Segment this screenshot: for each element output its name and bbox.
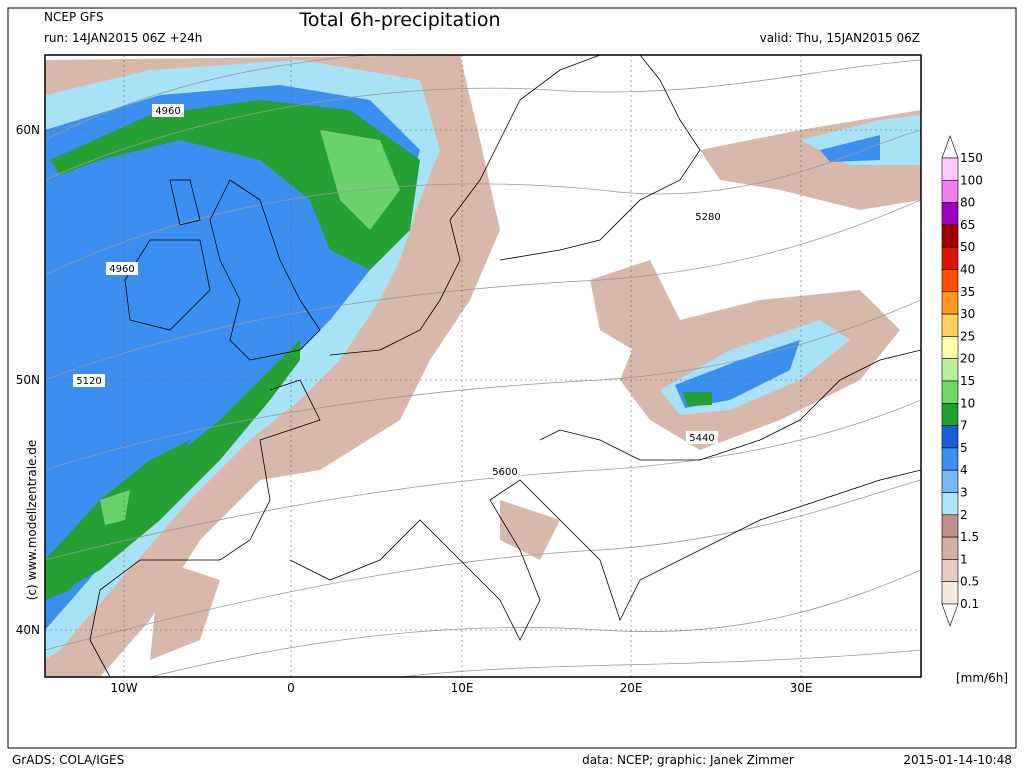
graticule — [45, 55, 921, 677]
watermark: (c) www.modellzentrale.de — [25, 440, 39, 600]
legend-label: 4 — [960, 463, 968, 477]
contour-label: 5280 — [695, 212, 720, 223]
legend-swatch — [941, 336, 959, 359]
footer-center: data: NCEP; graphic: Janek Zimmer — [582, 753, 794, 767]
legend-label: 35 — [960, 285, 975, 299]
contour-label: 5120 — [76, 376, 101, 387]
legend-swatch — [941, 425, 959, 449]
contour-label-bg — [73, 374, 105, 387]
legend-label: 2 — [960, 508, 968, 522]
legend-swatch — [941, 224, 959, 248]
legend-swatch — [941, 402, 959, 426]
contour-label-bg — [152, 104, 184, 117]
legend-label: 25 — [960, 329, 975, 343]
legend-swatch — [941, 447, 959, 471]
contour-label-bg — [106, 262, 138, 275]
footer-right: 2015-01-14-10:48 — [903, 753, 1012, 767]
lat-label: 50N — [16, 373, 40, 387]
legend-swatch — [941, 291, 959, 315]
legend-swatch — [941, 536, 959, 560]
legend-label: 40 — [960, 263, 975, 277]
legend-swatch — [941, 313, 959, 337]
map-fields — [45, 55, 921, 677]
contour-label: 4960 — [155, 106, 180, 117]
contour-label-bg — [489, 465, 521, 478]
legend-label: 10 — [960, 396, 975, 410]
legend-label: 1.5 — [960, 530, 979, 544]
contour-label: 5440 — [689, 433, 714, 444]
legend-label: 1 — [960, 552, 968, 566]
legend-label: 5 — [960, 441, 968, 455]
legend-swatch — [941, 492, 959, 516]
contour-label-bg — [686, 431, 718, 444]
coastlines — [89, 55, 921, 677]
legend-label: 150 — [960, 151, 983, 165]
legend-swatch — [941, 157, 959, 181]
lon-label: 20E — [620, 681, 643, 695]
lat-label: 60N — [16, 123, 40, 137]
legend-label: 65 — [960, 218, 975, 232]
legend-swatch — [941, 559, 959, 583]
lat-label: 40N — [16, 623, 40, 637]
legend-swatch — [941, 246, 959, 270]
lon-label: 0 — [287, 681, 295, 695]
legend-label: 100 — [960, 173, 983, 187]
legend-label: 15 — [960, 374, 975, 388]
legend-swatch — [941, 358, 959, 382]
contour-label: 4960 — [109, 264, 134, 275]
legend-label: 80 — [960, 196, 975, 210]
title: Total 6h-precipitation — [298, 9, 500, 31]
map-frame — [44, 54, 922, 678]
legend-swatch — [941, 581, 959, 605]
legend-label: 3 — [960, 486, 968, 500]
model: NCEP GFS — [44, 10, 104, 24]
contour-label: 5600 — [492, 467, 517, 478]
legend-label: 0.5 — [960, 575, 979, 589]
lon-label: 10E — [451, 681, 474, 695]
legend-label: 7 — [960, 419, 968, 433]
legend-swatch — [941, 380, 959, 404]
run: run: 14JAN2015 06Z +24h — [44, 31, 202, 45]
lon-label: 10W — [110, 681, 137, 695]
legend-label: 30 — [960, 307, 975, 321]
legend-label: 0.1 — [960, 597, 979, 611]
contour-label-bg — [692, 210, 724, 223]
legend-arrow — [941, 603, 959, 627]
lon-label: 30E — [790, 681, 813, 695]
legend-swatch — [941, 202, 959, 226]
legend-unit: [mm/6h] — [956, 671, 1008, 685]
legend-swatch — [941, 514, 959, 538]
legend-label: 50 — [960, 240, 975, 254]
precip-green-light — [100, 130, 400, 525]
legend-label: 20 — [960, 352, 975, 366]
legend-swatch — [941, 269, 959, 293]
footer-left: GrADS: COLA/IGES — [12, 753, 124, 767]
legend-swatch — [941, 180, 959, 203]
valid: valid: Thu, 15JAN2015 06Z — [760, 31, 920, 45]
legend-swatch — [941, 469, 959, 493]
